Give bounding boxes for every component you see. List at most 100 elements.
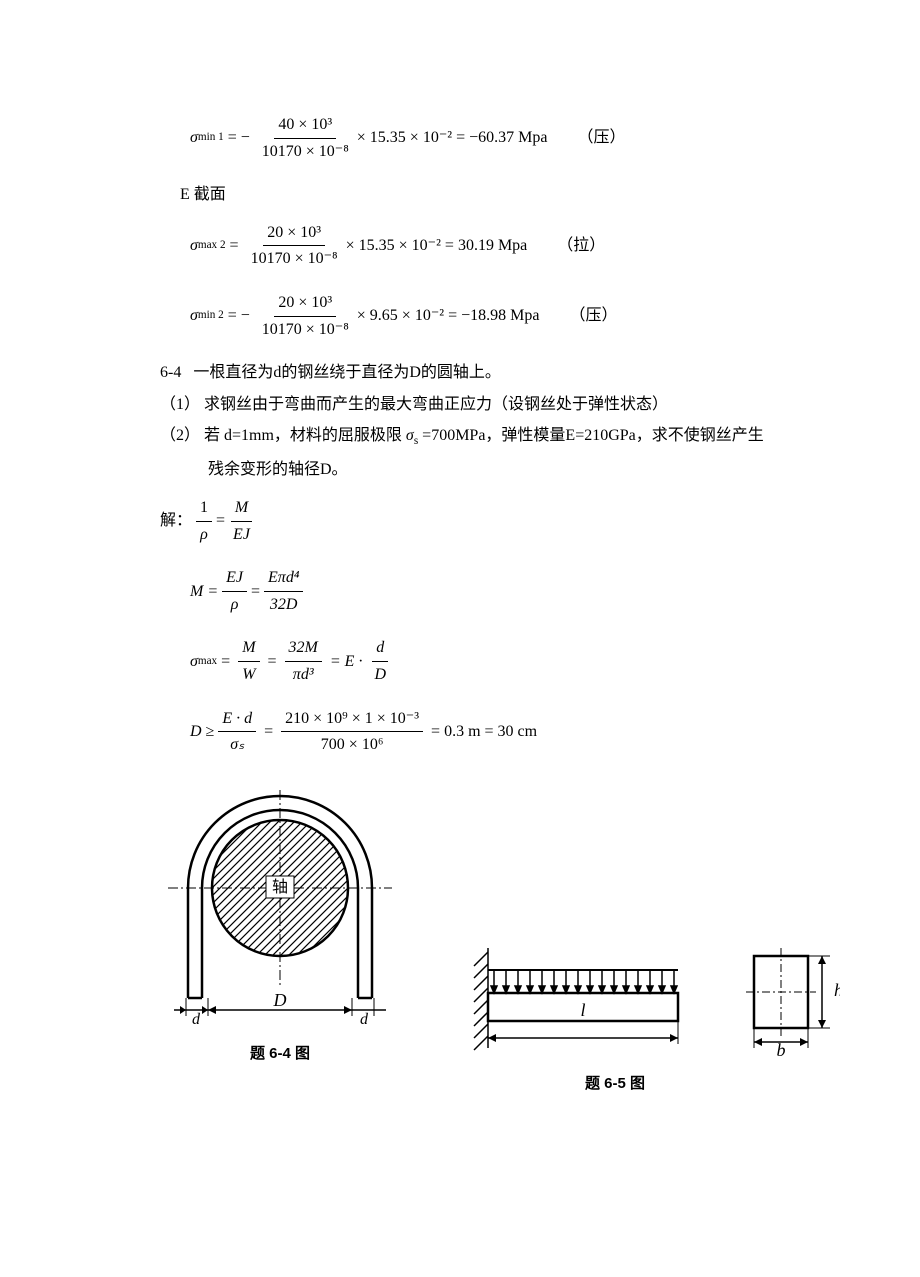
denominator: σₛ <box>226 732 248 758</box>
problem-part-1: （1） 求钢丝由于弯曲而产生的最大弯曲正应力（设钢丝处于弹性状态） <box>160 392 770 418</box>
denominator: πd³ <box>289 662 318 688</box>
result: = 0.3 m = 30 cm <box>431 719 537 745</box>
numerator: Eπd⁴ <box>264 565 303 592</box>
denominator: 32D <box>266 592 302 618</box>
sigma-symbol: σ <box>190 649 198 675</box>
multiplier: × 15.35 × 10⁻² <box>357 125 452 151</box>
section-e-label: E 截面 <box>180 182 770 208</box>
denominator: D <box>370 662 390 688</box>
figure-6-4-caption: 题 6-4 图 <box>160 1042 400 1066</box>
subscript: min 2 <box>198 307 224 325</box>
result: = 30.19 Mpa <box>445 233 527 259</box>
solution-line-3: σ max = M W = 32M πd³ = E · d D <box>190 635 770 687</box>
sigma-symbol: σ <box>190 125 198 151</box>
figure-6-5: l h b <box>460 938 840 1067</box>
solution-line-2: M = EJ ρ = Eπd⁴ 32D <box>190 565 770 617</box>
label-h: h <box>834 980 840 1000</box>
numerator: E · d <box>218 706 256 733</box>
equals: = <box>264 719 273 745</box>
figure-6-5-section: h b <box>740 938 840 1067</box>
numerator: M <box>231 495 252 522</box>
result: = −18.98 Mpa <box>448 303 539 329</box>
fraction: 40 × 10³ 10170 × 10⁻⁸ <box>258 112 353 164</box>
fraction: E · d σₛ <box>218 706 256 758</box>
denominator: W <box>238 662 259 688</box>
fraction: 20 × 10³ 10170 × 10⁻⁸ <box>247 220 342 272</box>
problem-number: 6-4 <box>160 364 181 381</box>
fraction: Eπd⁴ 32D <box>264 565 303 617</box>
figure-6-5-beam: l <box>460 938 700 1067</box>
fraction: 32M πd³ <box>285 635 322 687</box>
text-run: =700MPa，弹性模量E=210GPa，求不使钢丝产生 <box>418 427 764 444</box>
fraction: d D <box>370 635 390 687</box>
solution-label: 解： <box>160 508 192 534</box>
equals: = E · <box>330 649 363 675</box>
denominator: 700 × 10⁶ <box>317 732 388 758</box>
figures-row: 轴 D d d 题 6-4 图 <box>160 788 770 1067</box>
figure-6-5-caption: 题 6-5 图 <box>460 1072 770 1096</box>
fraction: 210 × 10⁹ × 1 × 10⁻³ 700 × 10⁶ <box>281 706 423 758</box>
multiplier: × 15.35 × 10⁻² <box>346 233 441 259</box>
figure-6-5-section-svg: h b <box>740 938 840 1058</box>
denominator: ρ <box>227 592 243 618</box>
subscript: min 1 <box>198 129 224 147</box>
numerator: 210 × 10⁹ × 1 × 10⁻³ <box>281 706 423 733</box>
problem-6-4: 6-4 一根直径为d的钢丝绕于直径为D的圆轴上。 <box>160 360 770 386</box>
label-axis: 轴 <box>272 878 288 896</box>
stress-type-note: （压） <box>569 303 617 329</box>
numerator: d <box>372 635 388 662</box>
label-l: l <box>580 1000 585 1020</box>
denominator: 10170 × 10⁻⁸ <box>247 246 342 272</box>
subscript: max <box>198 653 217 671</box>
solution-line-4: D ≥ E · d σₛ = 210 × 10⁹ × 1 × 10⁻³ 700 … <box>190 706 770 758</box>
label-d-small-left: d <box>192 1011 201 1028</box>
equals: = <box>226 233 243 259</box>
denominator: ρ <box>196 522 212 548</box>
problem-part-2: （2） 若 d=1mm，材料的屈服极限 σs =700MPa，弹性模量E=210… <box>160 423 770 451</box>
figure-6-4-svg: 轴 D d d <box>160 788 400 1028</box>
label-d-small-right: d <box>360 1011 369 1028</box>
problem-part-2-cont: 残余变形的轴径D。 <box>160 457 770 483</box>
denominator: 10170 × 10⁻⁸ <box>258 317 353 343</box>
figure-6-5-beam-svg: l <box>460 938 700 1058</box>
equals-neg: = − <box>224 303 254 329</box>
lhs: M = <box>190 579 218 605</box>
subscript: max 2 <box>198 237 226 255</box>
equals: = <box>221 649 230 675</box>
sigma-symbol: σ <box>190 303 198 329</box>
text-run: （2） 若 d=1mm，材料的屈服极限 <box>160 427 406 444</box>
equation-sigma-max2: σ max 2 = 20 × 10³ 10170 × 10⁻⁸ × 15.35 … <box>190 220 770 272</box>
stress-type-note: （拉） <box>557 233 605 259</box>
numerator: M <box>238 635 259 662</box>
numerator: EJ <box>222 565 247 592</box>
sigma-symbol: σ <box>190 233 198 259</box>
fraction: M W <box>238 635 259 687</box>
equals: = <box>251 579 260 605</box>
result: = −60.37 Mpa <box>456 125 547 151</box>
multiplier: × 9.65 × 10⁻² <box>357 303 444 329</box>
numerator: 1 <box>196 495 212 522</box>
label-d-big: D <box>273 990 287 1010</box>
lhs: D ≥ <box>190 719 214 745</box>
sigma-symbol: σ <box>406 427 414 444</box>
problem-title: 一根直径为d的钢丝绕于直径为D的圆轴上。 <box>193 364 501 381</box>
numerator: 32M <box>285 635 322 662</box>
fraction: M EJ <box>229 495 254 547</box>
equals: = <box>216 508 225 534</box>
denominator: EJ <box>229 522 254 548</box>
solution-line-1: 解： 1 ρ = M EJ <box>160 495 770 547</box>
fraction: 20 × 10³ 10170 × 10⁻⁸ <box>258 290 353 342</box>
numerator: 20 × 10³ <box>274 290 336 317</box>
numerator: 20 × 10³ <box>263 220 325 247</box>
equals-neg: = − <box>224 125 254 151</box>
fraction: 1 ρ <box>196 495 212 547</box>
numerator: 40 × 10³ <box>274 112 336 139</box>
denominator: 10170 × 10⁻⁸ <box>258 139 353 165</box>
equation-sigma-min2: σ min 2 = − 20 × 10³ 10170 × 10⁻⁸ × 9.65… <box>190 290 770 342</box>
equation-sigma-min1: σ min 1 = − 40 × 10³ 10170 × 10⁻⁸ × 15.3… <box>190 112 770 164</box>
label-b: b <box>777 1040 786 1058</box>
stress-type-note: （压） <box>577 125 625 151</box>
figure-6-4: 轴 D d d 题 6-4 图 <box>160 788 400 1067</box>
equals: = <box>268 649 277 675</box>
fraction: EJ ρ <box>222 565 247 617</box>
